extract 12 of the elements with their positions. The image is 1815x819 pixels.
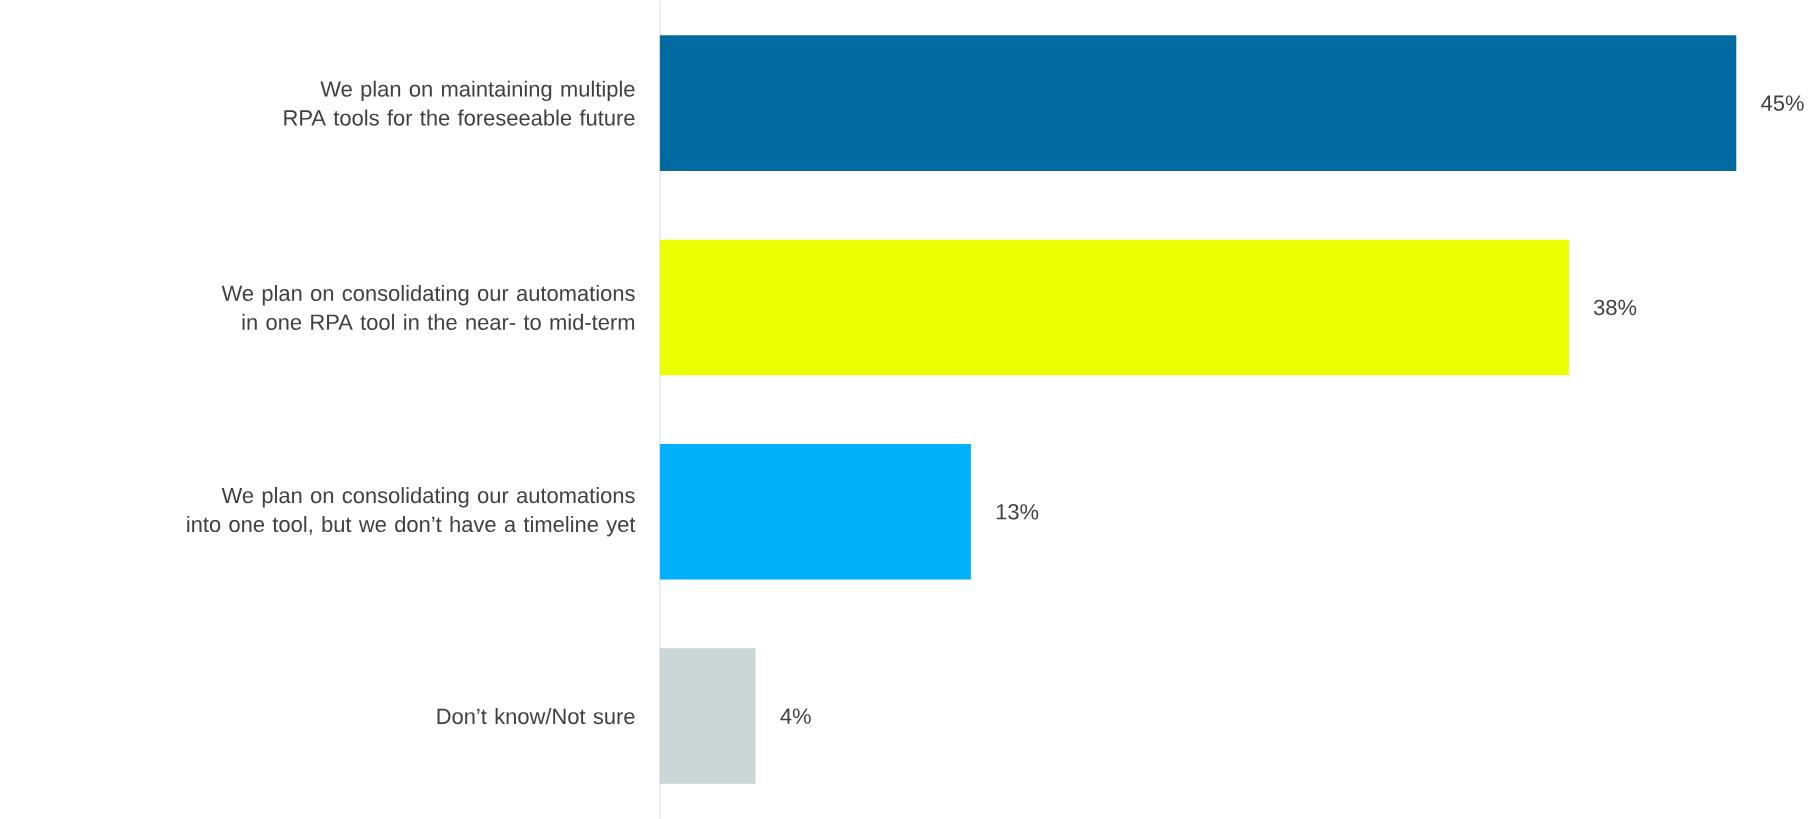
data-label: 45%: [1761, 95, 1804, 111]
y-tick-label: We plan on consolidating our automations in one RPA tool in the near- to mid-term: [221, 284, 635, 330]
bar: [659, 648, 756, 784]
y-tick-label: Don’t know/Not sure: [437, 707, 635, 725]
bar: [659, 443, 971, 580]
data-label: 38%: [1594, 299, 1637, 316]
data-label: 4%: [780, 708, 811, 724]
data-label: 13%: [996, 503, 1039, 520]
y-tick-label: We plan on maintaining multiple RPA tools for the foreseeable future: [284, 80, 635, 126]
bar: [659, 239, 1569, 376]
y-tick-label: We plan on consolidating our automations into one tool, but we don’t have a timeline yet: [187, 487, 636, 537]
bar: [659, 35, 1737, 171]
